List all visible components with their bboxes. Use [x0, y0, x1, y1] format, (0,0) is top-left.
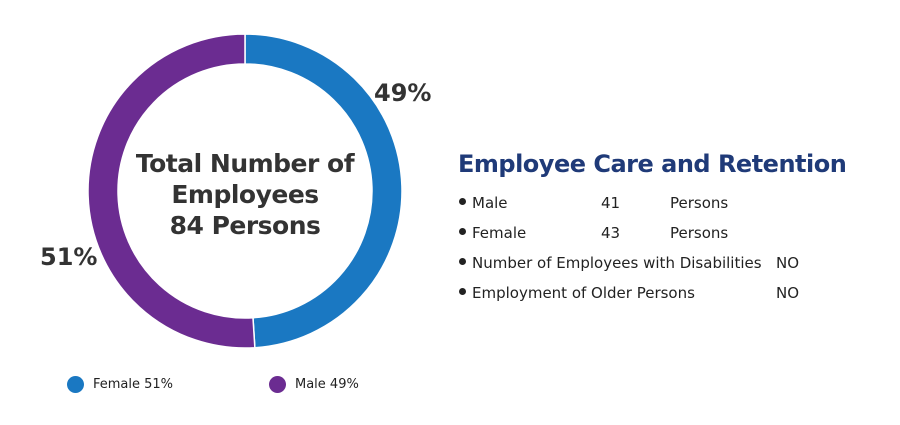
donut-slice-male	[244, 33, 403, 349]
row-female-unit: Persons	[670, 224, 729, 242]
bullet-icon	[459, 258, 466, 265]
panel-title: Employee Care and Retention	[458, 150, 847, 178]
row-older-persons-label: Employment of Older Persons	[472, 284, 695, 302]
bullet-icon	[459, 228, 466, 235]
row-male-label: Male	[472, 194, 508, 212]
slice-label-male: 49%	[374, 79, 432, 107]
row-disabilities-value: NO	[776, 254, 800, 272]
center-line-2: Employees	[171, 180, 319, 209]
center-line-3: 84 Persons	[169, 211, 321, 240]
row-older-persons-value: NO	[776, 284, 800, 302]
row-female-label: Female	[472, 224, 527, 242]
row-disabilities-label: Number of Employees with Disabilities	[472, 254, 762, 272]
bullet-icon	[459, 288, 466, 295]
bullet-icon	[459, 198, 466, 205]
row-female: Female 43 Persons	[459, 224, 728, 244]
legend-item-female: Female 51%	[67, 376, 173, 393]
row-male-unit: Persons	[670, 194, 729, 212]
donut-slice-female	[87, 33, 256, 349]
center-line-1: Total Number of	[135, 149, 355, 178]
row-disabilities: Number of Employees with Disabilities NO	[459, 254, 799, 274]
legend-swatch-male	[269, 376, 286, 393]
row-male: Male 41 Persons	[459, 194, 728, 214]
row-older-persons: Employment of Older Persons NO	[459, 284, 799, 304]
legend-item-male: Male 49%	[269, 376, 359, 393]
legend-label-male: Male 49%	[295, 377, 359, 392]
slice-label-female: 51%	[40, 243, 98, 271]
donut-center-label: Total Number of Employees 84 Persons	[115, 148, 375, 241]
row-male-count: 41	[601, 194, 621, 212]
row-female-count: 43	[601, 224, 621, 242]
legend-label-female: Female 51%	[93, 377, 174, 392]
legend-swatch-female	[67, 376, 84, 393]
